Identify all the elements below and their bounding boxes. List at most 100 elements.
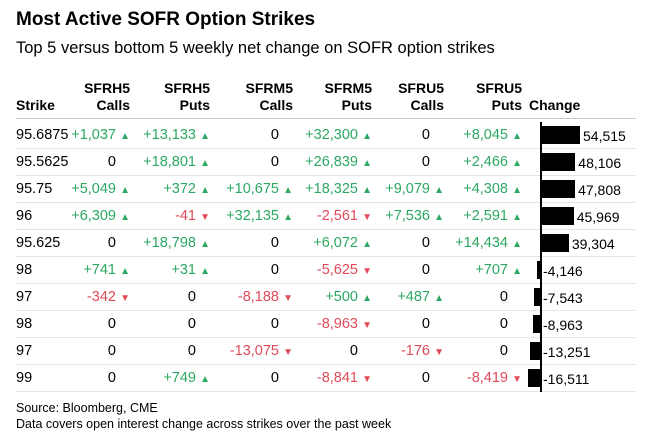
value-text: +487 bbox=[397, 289, 430, 305]
triangle-up-icon: ▲ bbox=[362, 158, 372, 169]
change-label: 47,808 bbox=[578, 182, 621, 198]
column-header-line2: Puts bbox=[491, 97, 522, 113]
column-header-line1: SFRU5 bbox=[398, 80, 444, 96]
data-note: Data covers open interest change across … bbox=[16, 417, 392, 431]
value-text: +6,309 bbox=[71, 208, 116, 224]
value-text: -13,075 bbox=[229, 343, 279, 359]
triangle-up-icon: ▲ bbox=[512, 212, 522, 223]
triangle-up-icon: ▲ bbox=[512, 239, 522, 250]
strike-cell: 99 bbox=[16, 370, 33, 386]
value-text: -41 bbox=[175, 208, 196, 224]
triangle-up-icon: ▲ bbox=[283, 212, 293, 223]
value-cell: 0 bbox=[422, 154, 444, 170]
value-cell: +2,466 ▲ bbox=[463, 154, 522, 170]
value-text: -8,963 bbox=[316, 316, 358, 332]
column-header: Change bbox=[529, 80, 580, 114]
column-header-line1: SFRH5 bbox=[84, 80, 130, 96]
triangle-down-icon: ▼ bbox=[362, 320, 372, 331]
value-text: 0 bbox=[107, 343, 116, 359]
value-text: 0 bbox=[270, 262, 279, 278]
triangle-down-icon: ▼ bbox=[120, 293, 130, 304]
value-cell: 0 bbox=[108, 343, 130, 359]
column-header: Strike bbox=[16, 80, 55, 114]
triangle-up-icon: ▲ bbox=[362, 131, 372, 142]
value-cell: +372 ▲ bbox=[163, 181, 210, 197]
table-row: 98 +741 ▲ +31 ▲ 0 -5,625 ▼ 0 +707 ▲ -4,146 bbox=[16, 257, 636, 284]
value-text: +14,434 bbox=[455, 235, 508, 251]
value-cell: +707 ▲ bbox=[475, 262, 522, 278]
triangle-up-icon: ▲ bbox=[120, 131, 130, 142]
value-text: 0 bbox=[499, 343, 508, 359]
value-text: +10,675 bbox=[226, 181, 279, 197]
row-divider bbox=[16, 229, 636, 230]
value-cell: 0 bbox=[422, 127, 444, 143]
value-cell: +2,591 ▲ bbox=[463, 208, 522, 224]
value-cell: 0 bbox=[422, 235, 444, 251]
value-text: -5,625 bbox=[316, 262, 358, 278]
value-text: 0 bbox=[270, 235, 279, 251]
column-header: SFRH5 Calls bbox=[84, 80, 130, 114]
value-cell: +18,798 ▲ bbox=[143, 235, 210, 251]
change-bar bbox=[540, 234, 569, 252]
column-header: SFRM5 Puts bbox=[325, 80, 372, 114]
value-cell: 0 bbox=[271, 316, 293, 332]
value-cell: -13,075 ▼ bbox=[230, 343, 293, 359]
column-header-line1: SFRH5 bbox=[164, 80, 210, 96]
change-label: -7,543 bbox=[543, 290, 583, 306]
chart-subtitle: Top 5 versus bottom 5 weekly net change … bbox=[16, 39, 495, 57]
change-bar bbox=[530, 342, 540, 360]
table-row: 97 -342 ▼ 0 -8,188 ▼ +500 ▲ +487 ▲ 0 -7,543 bbox=[16, 284, 636, 311]
triangle-down-icon: ▼ bbox=[434, 347, 444, 358]
value-cell: 0 bbox=[188, 289, 210, 305]
row-divider bbox=[16, 337, 636, 338]
triangle-up-icon: ▲ bbox=[512, 266, 522, 277]
change-label: -4,146 bbox=[543, 263, 583, 279]
strike-cell: 95.75 bbox=[16, 181, 53, 197]
change-label: 39,304 bbox=[571, 236, 615, 252]
value-text: +8,045 bbox=[463, 127, 508, 143]
triangle-down-icon: ▼ bbox=[283, 293, 293, 304]
row-divider bbox=[16, 175, 636, 176]
value-cell: +32,135 ▲ bbox=[226, 208, 293, 224]
value-text: 0 bbox=[107, 370, 116, 386]
triangle-up-icon: ▲ bbox=[200, 158, 210, 169]
value-text: +707 bbox=[475, 262, 508, 278]
value-cell: +749 ▲ bbox=[163, 370, 210, 386]
strike-cell: 97 bbox=[16, 343, 33, 359]
source-note: Source: Bloomberg, CME bbox=[16, 401, 158, 415]
value-text: -8,188 bbox=[237, 289, 279, 305]
value-cell: 0 bbox=[271, 370, 293, 386]
value-cell: 0 bbox=[108, 235, 130, 251]
table-row: 96 +6,309 ▲ -41 ▼ +32,135 ▲ -2,561 ▼ +7,536 ▲ +2,59… bbox=[16, 203, 636, 230]
value-cell: +5,049 ▲ bbox=[71, 181, 130, 197]
value-text: 0 bbox=[107, 154, 116, 170]
value-cell: 0 bbox=[108, 316, 130, 332]
triangle-down-icon: ▼ bbox=[362, 212, 372, 223]
triangle-up-icon: ▲ bbox=[362, 293, 372, 304]
triangle-up-icon: ▲ bbox=[200, 239, 210, 250]
triangle-up-icon: ▲ bbox=[512, 158, 522, 169]
strike-cell: 97 bbox=[16, 289, 33, 305]
value-cell: +1,037 ▲ bbox=[71, 127, 130, 143]
value-cell: -342 ▼ bbox=[87, 289, 130, 305]
row-divider bbox=[16, 283, 636, 284]
value-cell: -8,841 ▼ bbox=[317, 370, 372, 386]
value-text: 0 bbox=[421, 262, 430, 278]
value-text: +372 bbox=[163, 181, 196, 197]
value-text: 0 bbox=[187, 343, 196, 359]
value-text: +2,591 bbox=[463, 208, 508, 224]
value-cell: -176 ▼ bbox=[401, 343, 444, 359]
triangle-down-icon: ▼ bbox=[512, 374, 522, 385]
value-cell: +31 ▲ bbox=[171, 262, 210, 278]
value-cell: 0 bbox=[422, 262, 444, 278]
triangle-up-icon: ▲ bbox=[512, 131, 522, 142]
value-text: +32,300 bbox=[305, 127, 358, 143]
change-axis-line bbox=[540, 122, 542, 392]
table-row: 95.625 0 +18,798 ▲ 0 +6,072 ▲ 0 +14,434 ▲ 39,304 bbox=[16, 230, 636, 257]
value-cell: 0 bbox=[422, 316, 444, 332]
column-header-line1: SFRM5 bbox=[245, 80, 293, 96]
value-text: +31 bbox=[171, 262, 196, 278]
value-cell: +8,045 ▲ bbox=[463, 127, 522, 143]
triangle-up-icon: ▲ bbox=[200, 374, 210, 385]
change-label: 48,106 bbox=[578, 155, 622, 171]
